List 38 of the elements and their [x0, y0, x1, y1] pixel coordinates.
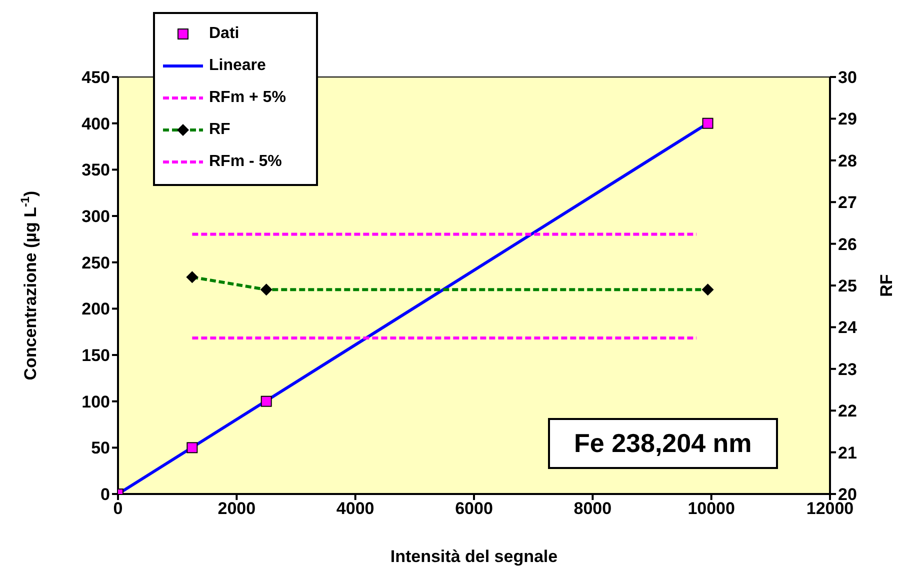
y-tick-label: 300: [82, 207, 110, 226]
y-tick-label: 100: [82, 392, 110, 412]
y2-tick-label: 30: [838, 68, 857, 88]
x-axis-title: Intensità del segnale: [390, 547, 558, 566]
point: [186, 442, 198, 454]
legend-label: RFm - 5%: [209, 153, 282, 171]
legend-label: Dati: [209, 25, 240, 43]
y-tick-label: 350: [82, 160, 110, 180]
y-tick-label: 150: [82, 346, 110, 366]
annotation: Fe 238,204 nm: [548, 418, 778, 469]
x-tick-label: 6000: [455, 499, 493, 518]
y-tick-label: 400: [82, 114, 110, 134]
y2-tick-label: 27: [838, 193, 857, 212]
point: [260, 396, 272, 407]
y-tick-label: 0: [100, 485, 110, 504]
y2-tick-label: 21: [838, 443, 857, 462]
y-tick-label: 450: [82, 68, 110, 88]
y-tick-label: 50: [91, 438, 110, 458]
x-tick-label: 4000: [336, 499, 374, 518]
x-tick-label: 12000: [806, 499, 854, 518]
x-tick-label: 2000: [218, 499, 256, 518]
y2-tick-label: 28: [838, 151, 857, 170]
legend-label: RFm + 5%: [209, 89, 286, 107]
y2-tick-label: 29: [838, 110, 857, 129]
legend-label: RF: [209, 121, 230, 139]
y-tick-label: 200: [82, 300, 110, 319]
x-tick-label: 10000: [688, 499, 735, 518]
x-tick-label: 8000: [574, 499, 612, 518]
y2-tick-label: 26: [838, 234, 857, 254]
x-tick-label: 0: [113, 499, 123, 518]
y2-tick-label: 25: [838, 276, 857, 296]
y-tick-label: 250: [82, 253, 110, 272]
legend-label: Lineare: [209, 57, 266, 75]
y2-tick-label: 23: [838, 360, 857, 379]
point: [702, 118, 714, 129]
y2-tick-label: 22: [838, 402, 857, 421]
y2-axis-title: RF: [877, 274, 896, 297]
y2-tick-label: 24: [838, 318, 858, 338]
